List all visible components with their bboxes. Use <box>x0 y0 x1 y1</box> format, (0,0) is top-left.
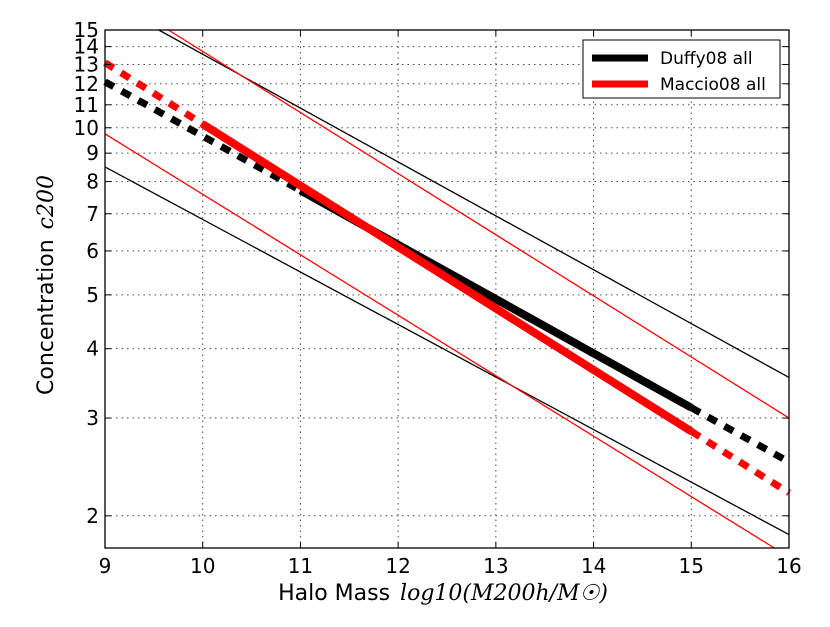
series-group <box>103 29 791 549</box>
y-tick-label: 11 <box>74 93 99 117</box>
x-tick-label: 13 <box>483 554 508 578</box>
x-axis-label-text: Halo Mass <box>278 581 390 606</box>
x-tick-label: 10 <box>190 554 215 578</box>
y-tick-label: 14 <box>74 35 99 59</box>
x-tick-label: 11 <box>288 554 313 578</box>
y-tick-label: 4 <box>86 337 99 361</box>
series-dashed-low-maccio08-all <box>103 59 205 128</box>
y-tick-label: 6 <box>86 239 99 263</box>
series-dashed-high-duffy08-all <box>689 404 791 466</box>
x-axis-label: Halo Mass log10(M200h/M☉) <box>278 581 608 606</box>
y-tick-label: 2 <box>86 504 99 528</box>
x-tick-label: 16 <box>776 554 801 578</box>
y-axis-label-math: c200 <box>34 175 59 229</box>
legend: Duffy08 all Maccio08 all <box>582 39 781 99</box>
x-tick-label: 12 <box>385 554 410 578</box>
x-tick-label: 15 <box>679 554 704 578</box>
y-axis-label: Concentration c200 <box>34 175 59 395</box>
x-axis-label-math: log10(M200h/M☉) <box>400 581 608 606</box>
series-dashed-high-maccio08-all <box>689 428 791 496</box>
y-tick-label: 12 <box>74 72 99 96</box>
x-tick-label: 14 <box>581 554 606 578</box>
plot-frame <box>104 29 790 549</box>
y-tick-label: 7 <box>86 202 99 226</box>
y-tick-label: 8 <box>86 170 99 194</box>
series-solid-maccio08-all <box>200 120 694 435</box>
y-tick-label: 5 <box>86 283 99 307</box>
y-tick-label: 10 <box>74 116 99 140</box>
grid <box>105 30 789 548</box>
y-tick-label: 13 <box>74 53 99 77</box>
y-tick-label: 9 <box>86 141 99 165</box>
series-line-maccio08-upper <box>168 29 790 419</box>
series-line-maccio08-lower <box>104 133 775 549</box>
y-axis-label-text: Concentration <box>34 239 59 395</box>
x-tick-label: 9 <box>99 554 112 578</box>
y-tick-label: 3 <box>86 406 99 430</box>
legend-label-duffy: Duffy08 all <box>660 49 753 69</box>
y-tick-label: 15 <box>74 18 99 42</box>
legend-label-maccio: Maccio08 all <box>660 75 766 95</box>
legend-box <box>582 39 781 99</box>
series-line-duffy08-lower <box>104 166 790 536</box>
series-line-duffy08-upper <box>158 29 790 379</box>
